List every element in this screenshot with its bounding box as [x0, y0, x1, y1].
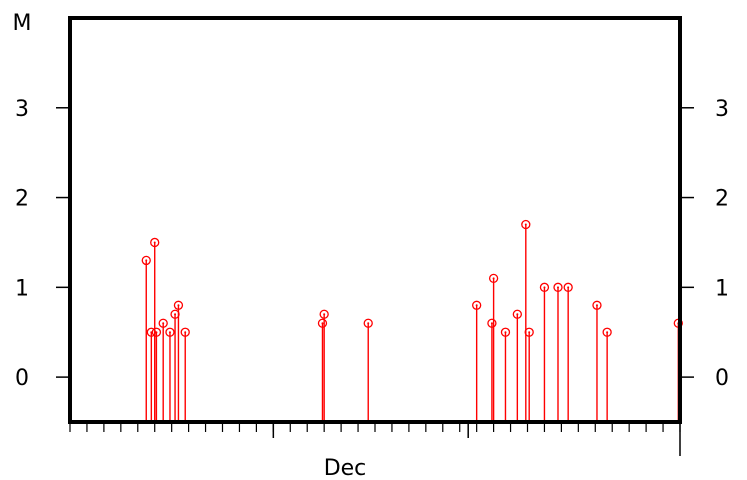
- stem-marker: [180, 327, 190, 337]
- stem-marker-dot: [145, 259, 148, 262]
- stem-marker: [151, 327, 162, 337]
- stem-marker-dot: [184, 331, 187, 334]
- y-tick-label-right: 2: [715, 187, 729, 212]
- stem-marker: [500, 327, 511, 337]
- stem-marker-dot: [177, 304, 180, 307]
- stem-marker-dot: [323, 313, 326, 316]
- stem-marker-dot: [524, 223, 527, 226]
- stem-marker-dot: [606, 331, 609, 334]
- stem-marker-dot: [174, 313, 177, 316]
- stem-marker-dot: [155, 331, 158, 334]
- stem-marker: [141, 255, 151, 266]
- stem-marker-dot: [543, 286, 546, 289]
- stem-marker-dot: [367, 322, 370, 325]
- stem-marker: [512, 309, 522, 319]
- stem-marker: [150, 237, 160, 248]
- stem-marker: [472, 300, 482, 310]
- stem-marker-dot: [504, 331, 507, 334]
- y-tick-label-left: 3: [15, 97, 29, 122]
- stem-marker: [563, 282, 573, 292]
- y-tick-label-left: 0: [15, 366, 29, 391]
- stem-marker-dot: [168, 331, 171, 334]
- stem-marker-dot: [528, 331, 531, 334]
- label-layer: 0 0 1 1 2 2 3 3 M Dec: [13, 11, 729, 480]
- plot-frame: [68, 16, 682, 424]
- stem-marker: [319, 309, 329, 319]
- y-tick-label-right: 1: [715, 276, 729, 301]
- stem-marker: [521, 219, 531, 230]
- stem-marker: [602, 327, 612, 337]
- stem-marker-dot: [492, 277, 495, 280]
- stem-marker-dot: [490, 322, 493, 325]
- stem-marker: [488, 273, 499, 284]
- y-tick-label-right: 0: [715, 366, 729, 391]
- stem-marker-dot: [567, 286, 570, 289]
- stem-marker-dot: [557, 286, 559, 289]
- y-tick-label-left: 2: [15, 187, 29, 212]
- stem-marker: [487, 318, 497, 328]
- stem-marker: [317, 318, 328, 328]
- stem-marker-dot: [321, 322, 324, 325]
- y-unit-label: M: [13, 11, 32, 36]
- y-tick-label-left: 1: [15, 276, 29, 301]
- stem-marker: [363, 318, 373, 328]
- stem-marker-dot: [153, 241, 156, 244]
- stem-marker-dot: [516, 313, 519, 316]
- stem-marker: [158, 318, 168, 328]
- stem-layer: [141, 219, 683, 422]
- stem-marker: [539, 282, 550, 292]
- stem-marker: [524, 327, 534, 337]
- y-tick-label-right: 3: [715, 97, 729, 122]
- stem-marker-dot: [475, 304, 478, 307]
- stem-marker: [592, 300, 602, 310]
- stem-marker: [553, 282, 563, 292]
- stem-marker-dot: [162, 322, 165, 325]
- stem-marker-dot: [595, 304, 598, 307]
- x-month-label: Dec: [324, 456, 367, 480]
- stem-marker: [173, 300, 184, 310]
- stem-marker: [165, 327, 175, 337]
